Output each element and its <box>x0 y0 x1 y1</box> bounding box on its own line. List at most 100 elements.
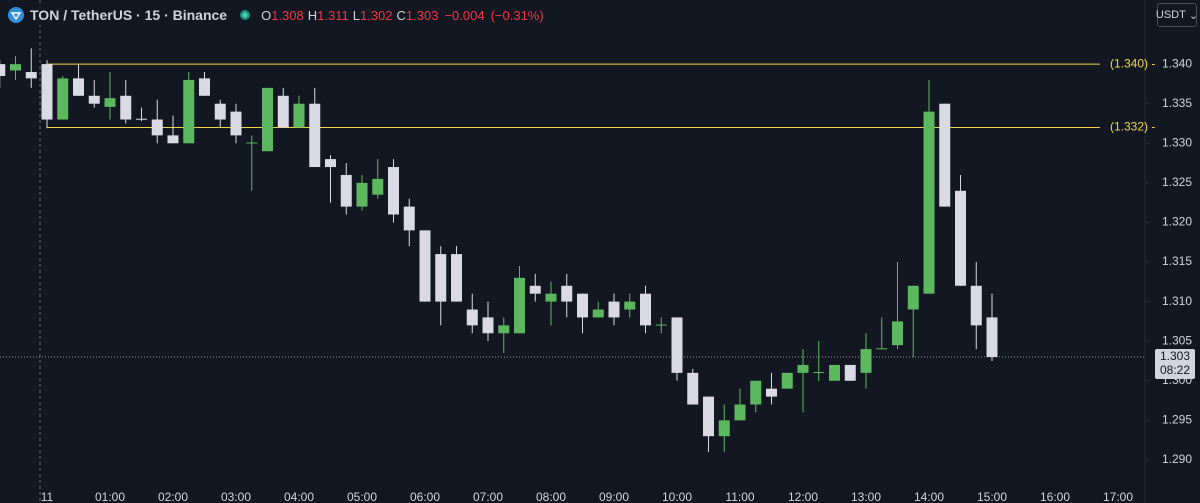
y-tick-label: 1.305 <box>1162 333 1192 347</box>
candle-body <box>561 285 573 302</box>
candle-body <box>907 285 919 310</box>
candle-body <box>246 142 258 144</box>
ohlc-value: 1.308 <box>271 8 304 23</box>
candle-body <box>230 111 242 136</box>
y-tick-label: 1.340 <box>1162 56 1192 70</box>
candle-body <box>655 324 667 326</box>
last-price-box <box>1155 349 1195 380</box>
candle-body <box>167 135 179 144</box>
candle-body <box>482 317 494 334</box>
candle-body <box>939 103 951 207</box>
y-tick-label: 1.330 <box>1162 135 1192 149</box>
candle-body <box>876 348 888 350</box>
candle-body <box>88 95 100 104</box>
ohlc-letter: H <box>307 8 318 23</box>
candle-body <box>718 420 730 437</box>
ohlc-letter: O <box>261 8 272 23</box>
candle-body <box>151 119 163 136</box>
x-tick-label: 10:00 <box>662 490 692 503</box>
x-tick-label: 14:00 <box>914 490 944 503</box>
candle-body <box>41 64 53 120</box>
x-tick-label: 09:00 <box>599 490 629 503</box>
y-tick-label: 1.315 <box>1162 254 1192 268</box>
candle-body <box>309 103 321 168</box>
ohlc-letter: L <box>352 8 360 23</box>
candle-body <box>986 317 998 358</box>
candle-body <box>766 388 777 397</box>
candle-body <box>640 293 651 326</box>
x-tick-label: 02:00 <box>158 490 188 503</box>
candle-body <box>813 372 825 374</box>
x-tick-label: 12:00 <box>788 490 818 503</box>
candle-body <box>451 254 462 302</box>
candle-body <box>923 111 935 294</box>
candle-body <box>750 380 762 405</box>
ohlc-letter: C <box>396 8 406 23</box>
candle-body <box>372 178 384 195</box>
x-tick-label: 11 <box>41 490 54 503</box>
ohlc-value: 1.303 <box>405 8 439 23</box>
currency-select[interactable]: USDT ⌄ <box>1155 3 1198 27</box>
candle-body <box>388 167 399 215</box>
candle-body <box>624 301 636 310</box>
candle-body <box>514 277 525 334</box>
y-tick-label: 1.320 <box>1162 215 1192 229</box>
x-tick-label: 04:00 <box>284 490 314 503</box>
x-tick-label: 06:00 <box>410 490 440 503</box>
candle-body <box>781 372 793 389</box>
x-tick-label: 17:00 <box>1103 490 1133 503</box>
candle-body <box>340 174 352 207</box>
candle-body <box>970 285 982 326</box>
y-tick-label: 1.295 <box>1162 413 1192 427</box>
x-tick-label: 16:00 <box>1040 490 1070 503</box>
legend: TON / TetherUS · 15 · Binance O1.308 H1.3… <box>8 5 548 25</box>
candle-body <box>214 103 226 120</box>
candle-body <box>183 79 195 144</box>
last-price-label: 1.303 <box>1160 349 1190 363</box>
candle-body <box>529 285 541 294</box>
candle-body <box>592 309 604 318</box>
y-tick-label: 1.325 <box>1162 175 1192 189</box>
candle-body <box>608 301 620 318</box>
symbol-title: TON / TetherUS · 15 · Binance <box>30 7 228 23</box>
candle-body <box>403 206 415 231</box>
candle-body <box>325 159 336 168</box>
x-tick-label: 03:00 <box>221 490 251 503</box>
candle-body <box>498 325 510 334</box>
x-tick-label: 07:00 <box>473 490 503 503</box>
candle-body <box>57 78 69 120</box>
candle-body <box>277 95 289 128</box>
y-tick-label: 1.310 <box>1162 294 1192 308</box>
x-tick-label: 08:00 <box>536 490 566 503</box>
candle-body <box>860 349 872 373</box>
x-tick-label: 13:00 <box>851 490 881 503</box>
candle-body <box>136 118 147 120</box>
candle-body <box>199 78 210 96</box>
ohlc-values: O1.308 H1.311 L1.302 C1.303 <box>257 7 438 23</box>
candle-body <box>466 309 478 326</box>
candle-body <box>104 98 116 107</box>
candle-body <box>262 87 273 152</box>
x-tick-label: 11:00 <box>725 490 754 503</box>
candle-body <box>671 317 683 373</box>
candle-body <box>545 293 557 302</box>
change-pct: (−0.31%) <box>490 7 544 23</box>
candle-body <box>703 396 714 437</box>
candle-body <box>435 254 447 302</box>
level-label: (1.332) - <box>1110 120 1155 134</box>
candle-body <box>293 103 305 128</box>
candle-body <box>120 95 132 120</box>
candle-body <box>829 364 840 381</box>
currency: USDT <box>1155 9 1186 21</box>
status-dot <box>240 10 251 20</box>
ton-icon <box>8 7 24 23</box>
candle-body <box>356 182 368 207</box>
candle-body <box>844 364 856 381</box>
y-tick-label: 1.290 <box>1162 452 1192 466</box>
level-label: (1.340) - <box>1110 56 1155 70</box>
candle-body <box>797 364 809 373</box>
candle-body <box>0 64 6 76</box>
candle-body <box>577 293 588 318</box>
